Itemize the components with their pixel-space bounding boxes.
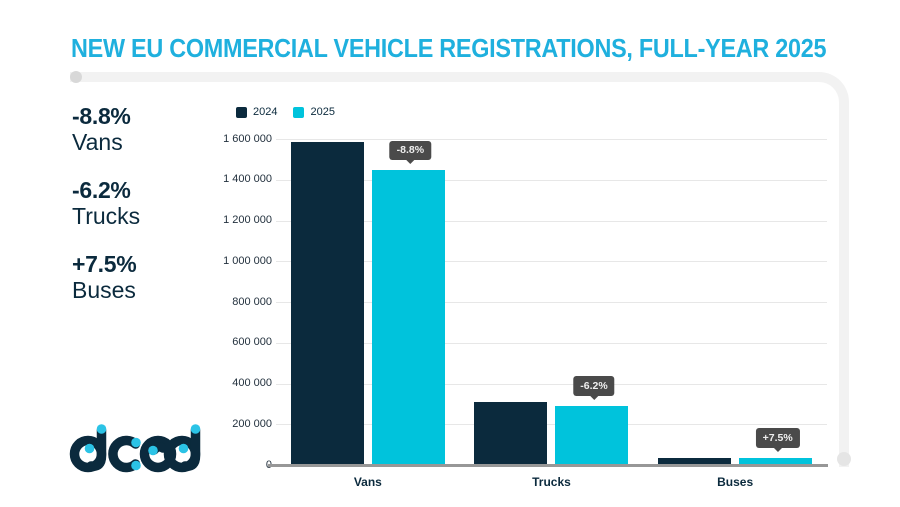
y-axis-tick-label: 1 200 000 bbox=[223, 214, 272, 226]
bar-2024-vans bbox=[290, 142, 364, 465]
change-tooltip-vans: -8.8% bbox=[389, 140, 432, 164]
gridline bbox=[276, 220, 827, 222]
chart-legend: 2024 2025 bbox=[236, 106, 335, 118]
change-tooltip-trucks: -6.2% bbox=[573, 376, 615, 400]
legend-swatch-2024 bbox=[236, 106, 247, 118]
stat-trucks-value: -6.2% bbox=[72, 176, 131, 203]
bar-2024-trucks bbox=[474, 401, 548, 465]
stat-trucks-label: Trucks bbox=[72, 203, 141, 230]
gridline bbox=[276, 302, 827, 303]
stat-vans-value: -8.8% bbox=[72, 103, 131, 129]
y-axis-tick-label: 600 000 bbox=[232, 336, 272, 349]
stat-buses-value: +7.5% bbox=[72, 250, 137, 277]
legend-label-2025: 2025 bbox=[310, 106, 335, 118]
x-axis-label-vans: Vans bbox=[353, 475, 382, 489]
y-axis-tick-label: 1 400 000 bbox=[223, 173, 272, 186]
frame-left-dot bbox=[70, 71, 82, 83]
gridline bbox=[276, 179, 827, 181]
legend-item-2025: 2025 bbox=[293, 106, 335, 118]
y-axis-tick-label: 1 000 000 bbox=[223, 254, 272, 267]
category-group-trucks: -6.2% Trucks bbox=[460, 139, 644, 489]
category-group-buses: +7.5% Buses bbox=[643, 139, 827, 489]
gridline bbox=[276, 261, 827, 263]
category-group-vans: -8.8% Vans bbox=[276, 139, 460, 489]
frame-bottom-dot bbox=[837, 452, 851, 466]
gridline bbox=[276, 139, 827, 140]
x-axis-label-buses: Buses bbox=[717, 475, 754, 489]
y-axis-tick-label: 200 000 bbox=[232, 417, 272, 430]
plot-area: -8.8% Vans -6.2% Trucks +7.5% Buses bbox=[276, 139, 827, 489]
summary-stats: -8.8% Vans -6.2% Trucks +7.5% Buses bbox=[72, 103, 140, 325]
stat-buses-label: Buses bbox=[72, 277, 136, 304]
gridline bbox=[276, 342, 827, 344]
decorative-frame bbox=[70, 72, 849, 467]
bar-2025-vans bbox=[371, 170, 445, 465]
gridline bbox=[276, 383, 827, 385]
acea-logo bbox=[68, 415, 210, 477]
stat-trucks: -6.2% Trucks bbox=[72, 177, 140, 230]
y-axis-tick-label: 800 000 bbox=[232, 295, 272, 308]
stat-vans: -8.8% Vans bbox=[72, 103, 140, 156]
y-axis-tick-label: 1 600 000 bbox=[223, 132, 272, 145]
change-tooltip-buses: +7.5% bbox=[755, 428, 800, 451]
bar-2024-buses bbox=[658, 458, 732, 465]
legend-swatch-2025 bbox=[293, 106, 305, 118]
legend-item-2024: 2024 bbox=[236, 106, 277, 118]
bar-2025-trucks bbox=[555, 405, 629, 465]
x-axis-line bbox=[268, 464, 828, 467]
stat-vans-label: Vans bbox=[72, 129, 123, 156]
bar-2025-buses bbox=[739, 457, 813, 465]
acea-logo-graphic bbox=[69, 424, 201, 473]
x-axis-label-trucks: Trucks bbox=[532, 475, 571, 489]
page-title: NEW EU COMMERCIAL VEHICLE REGISTRATIONS,… bbox=[71, 33, 827, 63]
gridline bbox=[276, 424, 827, 426]
y-axis-tick-label: 400 000 bbox=[232, 377, 272, 389]
stat-buses: +7.5% Buses bbox=[72, 251, 140, 304]
legend-label-2024: 2024 bbox=[253, 106, 278, 118]
